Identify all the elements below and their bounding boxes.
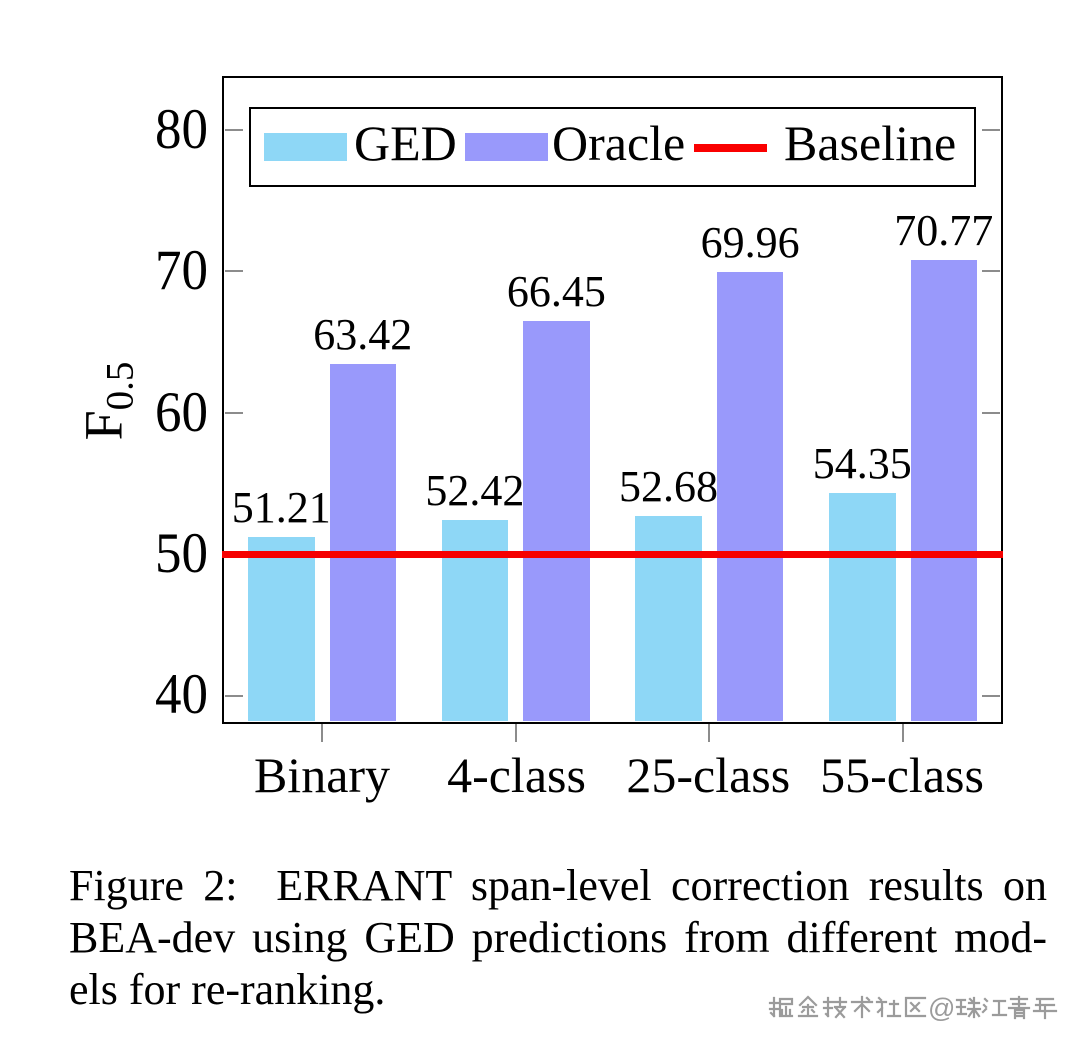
svg-text:@: @ [928, 993, 955, 1023]
svg-text:@: @ [930, 994, 957, 1022]
